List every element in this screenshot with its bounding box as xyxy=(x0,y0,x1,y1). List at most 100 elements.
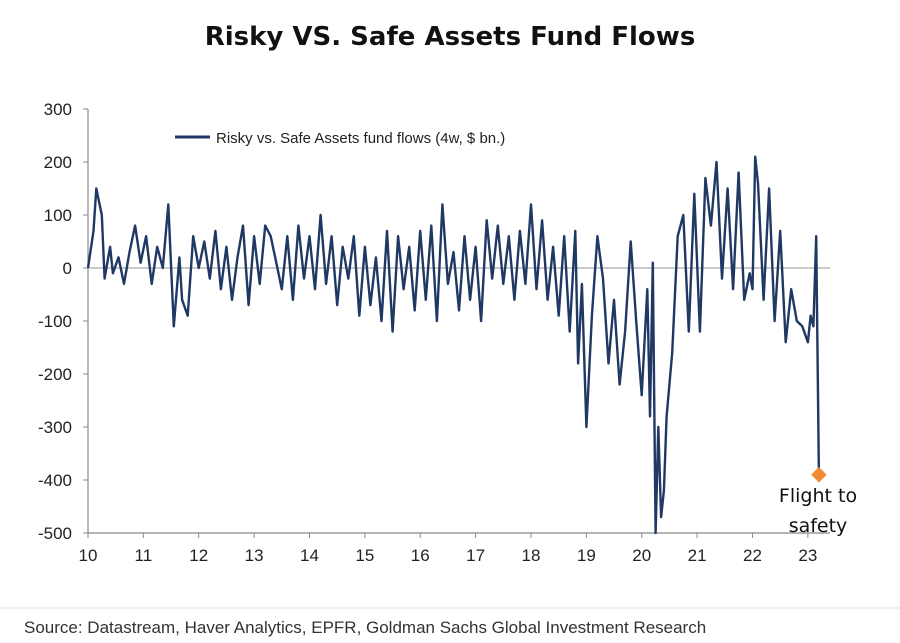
annotation-line-1: Flight to xyxy=(779,485,857,507)
data-point xyxy=(220,288,222,290)
data-point xyxy=(192,235,194,237)
data-point xyxy=(151,283,153,285)
x-tick-label: 20 xyxy=(632,546,651,565)
data-point xyxy=(231,299,233,301)
data-point xyxy=(430,225,432,227)
data-point xyxy=(203,241,205,243)
data-point xyxy=(369,304,371,306)
data-point xyxy=(657,426,659,428)
data-point xyxy=(655,532,657,534)
data-point xyxy=(178,256,180,258)
data-point xyxy=(738,172,740,174)
data-point xyxy=(574,230,576,232)
data-point xyxy=(710,225,712,227)
source-divider xyxy=(0,607,900,609)
chart-title: Risky VS. Safe Assets Fund Flows xyxy=(204,22,696,52)
data-point xyxy=(602,278,604,280)
data-point xyxy=(749,272,751,274)
data-point xyxy=(173,325,175,327)
data-point xyxy=(768,188,770,190)
data-point xyxy=(375,256,377,258)
x-tick-label: 15 xyxy=(355,546,374,565)
data-point xyxy=(320,214,322,216)
y-axis: 300 200 100 0 -100 -200 -300 -400 -500 xyxy=(38,100,89,543)
data-point xyxy=(660,516,662,518)
data-point xyxy=(95,188,97,190)
data-point xyxy=(162,267,164,269)
data-point xyxy=(145,235,147,237)
data-point xyxy=(353,235,355,237)
data-point xyxy=(237,256,239,258)
data-point xyxy=(414,309,416,311)
data-point xyxy=(682,214,684,216)
x-tick-label: 14 xyxy=(300,546,319,565)
data-point xyxy=(727,188,729,190)
data-point xyxy=(303,278,305,280)
data-point xyxy=(596,235,598,237)
data-point xyxy=(403,288,405,290)
data-point xyxy=(652,262,654,264)
x-tick-label: 19 xyxy=(577,546,596,565)
data-point xyxy=(364,246,366,248)
data-point xyxy=(458,309,460,311)
data-point xyxy=(480,320,482,322)
legend: Risky vs. Safe Assets fund flows (4w, $ … xyxy=(175,130,505,147)
data-point xyxy=(779,230,781,232)
data-point xyxy=(134,225,136,227)
data-point xyxy=(577,362,579,364)
data-point xyxy=(671,352,673,354)
data-point xyxy=(198,267,200,269)
data-point xyxy=(214,230,216,232)
data-point xyxy=(502,283,504,285)
data-point xyxy=(763,299,765,301)
data-point xyxy=(87,267,89,269)
data-point xyxy=(441,203,443,205)
series-line xyxy=(86,155,821,535)
x-tick-label: 12 xyxy=(189,546,208,565)
data-point xyxy=(181,299,183,301)
data-point xyxy=(704,177,706,179)
data-point xyxy=(242,225,244,227)
data-point xyxy=(104,278,106,280)
data-point xyxy=(275,262,277,264)
x-tick-label: 10 xyxy=(79,546,98,565)
data-point xyxy=(608,362,610,364)
data-point xyxy=(635,320,637,322)
data-point xyxy=(112,272,114,274)
data-point xyxy=(646,288,648,290)
data-point xyxy=(693,193,695,195)
data-point xyxy=(129,251,131,253)
data-point xyxy=(123,283,125,285)
data-point xyxy=(425,299,427,301)
y-tick-label: -300 xyxy=(38,418,72,437)
data-point xyxy=(508,235,510,237)
data-point xyxy=(591,315,593,317)
y-tick-label: 300 xyxy=(44,100,72,119)
data-point xyxy=(408,246,410,248)
data-point xyxy=(519,230,521,232)
x-tick-label: 18 xyxy=(522,546,541,565)
x-tick-label: 21 xyxy=(688,546,707,565)
data-point xyxy=(270,235,272,237)
data-point xyxy=(281,288,283,290)
data-point xyxy=(167,203,169,205)
data-point xyxy=(630,241,632,243)
data-point xyxy=(563,235,565,237)
data-point xyxy=(109,246,111,248)
data-point xyxy=(314,288,316,290)
y-tick-label: -200 xyxy=(38,365,72,384)
data-point xyxy=(613,299,615,301)
data-point xyxy=(569,331,571,333)
data-point xyxy=(641,394,643,396)
data-point xyxy=(475,246,477,248)
data-point xyxy=(812,325,814,327)
data-point xyxy=(699,331,701,333)
data-point xyxy=(810,315,812,317)
data-point xyxy=(807,341,809,343)
data-point xyxy=(248,304,250,306)
data-point xyxy=(331,235,333,237)
y-tick-label: 100 xyxy=(44,206,72,225)
x-tick-label: 17 xyxy=(466,546,485,565)
data-point xyxy=(419,230,421,232)
data-point xyxy=(253,235,255,237)
